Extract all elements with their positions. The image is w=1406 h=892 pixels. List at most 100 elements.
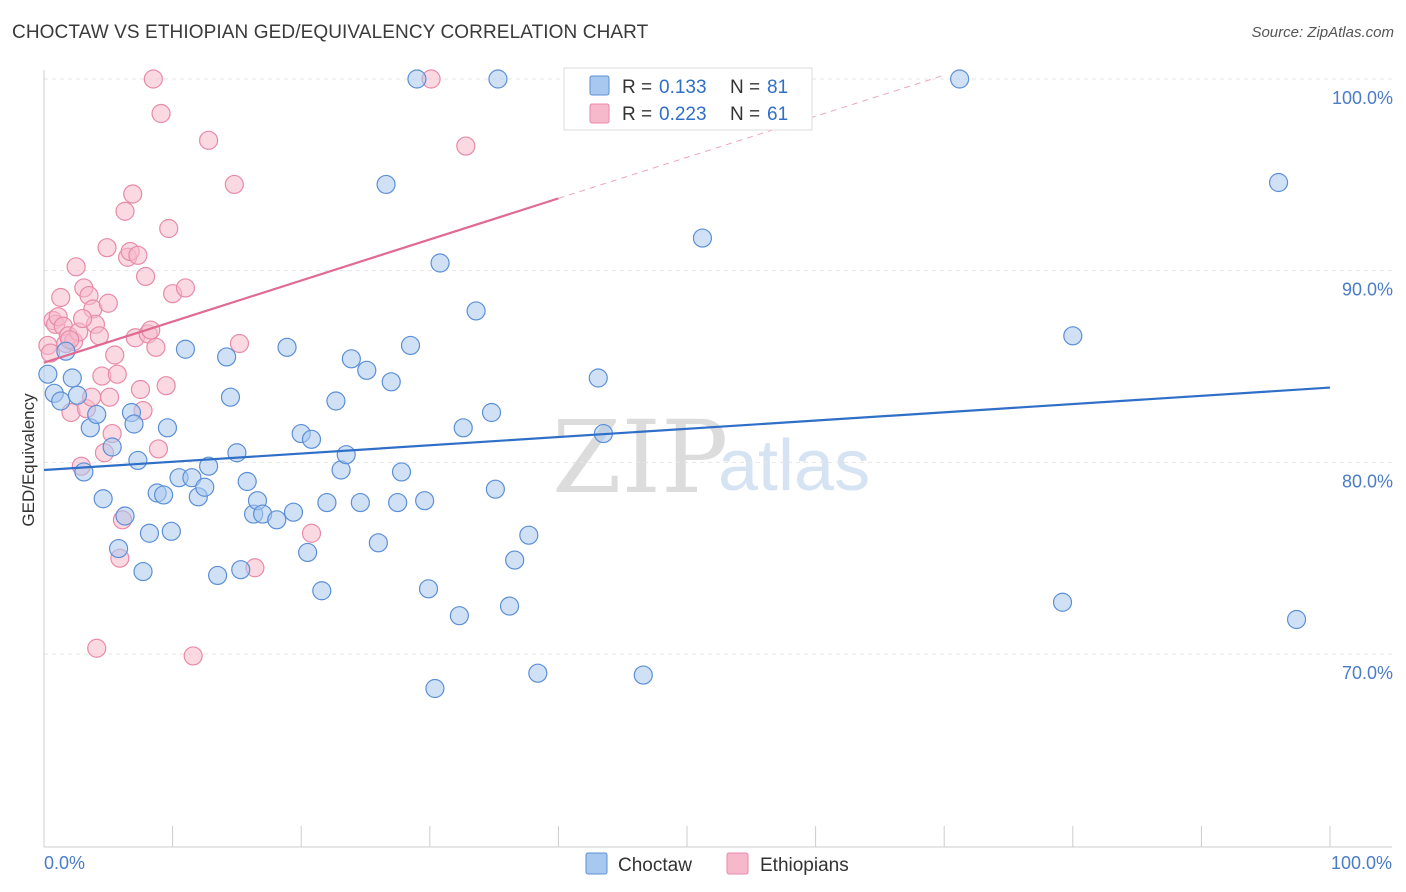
- choctaw-point-37: [277, 337, 297, 357]
- legend-choctaw-swatch: [585, 852, 608, 875]
- ethiopian-point-25: [99, 387, 120, 407]
- ethiopian-point-57: [456, 136, 476, 156]
- choctaw-point-11: [108, 538, 129, 559]
- chart-source: Source: ZipAtlas.com: [1251, 24, 1394, 41]
- ethiopian-trend-extension: [558, 74, 945, 199]
- choctaw-point-23: [182, 468, 202, 488]
- choctaw-point-63: [466, 301, 486, 321]
- choctaw-point-16: [139, 523, 160, 543]
- choctaw-point-22: [175, 339, 196, 359]
- choctaw-point-40: [298, 542, 318, 563]
- choctaw-point-79: [1286, 609, 1307, 630]
- choctaw-point-26: [199, 456, 219, 476]
- ethiopian-legend-swatch: [589, 103, 610, 124]
- choctaw-r-label: R =: [622, 77, 652, 98]
- ethiopian-r-label: R =: [622, 104, 652, 125]
- choctaw-point-5: [67, 385, 88, 405]
- choctaw-point-52: [381, 372, 401, 392]
- choctaw-point-59: [425, 678, 445, 699]
- choctaw-point-53: [388, 492, 408, 513]
- ethiopian-point-53: [229, 333, 250, 354]
- choctaw-point-73: [633, 665, 653, 685]
- choctaw-point-71: [588, 368, 608, 388]
- choctaw-point-8: [87, 404, 107, 425]
- ethiopian-point-5: [51, 287, 71, 308]
- ethiopian-point-37: [130, 379, 151, 400]
- ethiopian-r-value: 0.223: [659, 104, 707, 125]
- choctaw-point-15: [133, 561, 153, 582]
- x-tick-label-max: 100.0%: [1331, 853, 1392, 873]
- ethiopian-point-51: [199, 130, 219, 150]
- chart-title: CHOCTAW VS ETHIOPIAN GED/EQUIVALENCY COR…: [12, 22, 649, 43]
- choctaw-point-25: [195, 477, 215, 497]
- choctaw-point-66: [488, 69, 508, 89]
- choctaw-point-46: [336, 445, 356, 465]
- choctaw-point-68: [505, 550, 525, 570]
- choctaw-point-51: [376, 174, 396, 195]
- choctaw-point-32: [237, 471, 257, 492]
- choctaw-point-80: [124, 414, 144, 434]
- ethiopian-n-label: N =: [730, 104, 760, 125]
- choctaw-r-value: 0.133: [659, 77, 707, 98]
- ethiopian-point-28: [107, 364, 127, 384]
- series-legend: Choctaw Ethiopians: [585, 852, 849, 876]
- axes: [43, 70, 1392, 848]
- choctaw-point-69: [519, 525, 539, 545]
- x-ticks: [43, 826, 1331, 847]
- choctaw-point-74: [692, 228, 713, 248]
- choctaw-point-58: [418, 579, 439, 599]
- choctaw-point-9: [93, 489, 113, 509]
- choctaw-point-28: [217, 347, 237, 367]
- ethiopian-point-55: [301, 523, 322, 543]
- ethiopian-point-44: [148, 439, 169, 459]
- choctaw-point-29: [220, 387, 241, 407]
- choctaw-point-19: [157, 418, 178, 438]
- y-tick-label-70: 70.0%: [1342, 663, 1393, 683]
- choctaw-legend-swatch: [589, 75, 610, 96]
- choctaw-point-41: [301, 429, 322, 449]
- ethiopian-point-41: [141, 320, 161, 340]
- watermark-zip: ZIP: [552, 399, 728, 516]
- choctaw-point-6: [74, 462, 94, 482]
- choctaw-point-61: [449, 606, 469, 626]
- choctaw-point-36: [267, 510, 287, 530]
- choctaw-point-12: [115, 506, 135, 526]
- ethiopian-point-20: [87, 638, 107, 658]
- x-tick-label-min: 0.0%: [44, 853, 85, 873]
- ethiopian-point-45: [151, 103, 171, 124]
- ethiopian-point-43: [146, 337, 166, 357]
- choctaw-point-3: [56, 341, 76, 361]
- y-axis-label: GED/Equivalency: [19, 393, 38, 527]
- choctaw-point-50: [368, 533, 388, 553]
- ethiopian-point-52: [224, 174, 244, 195]
- choctaw-point-4: [62, 368, 82, 388]
- ethiopian-point-31: [115, 201, 135, 221]
- ethiopian-point-27: [105, 345, 125, 365]
- choctaw-point-10: [102, 437, 122, 457]
- choctaw-point-38: [283, 502, 304, 522]
- choctaw-point-65: [485, 479, 505, 499]
- choctaw-point-76: [1052, 592, 1073, 612]
- ethiopian-point-11: [66, 257, 86, 277]
- y-tick-label-100: 100.0%: [1332, 88, 1393, 108]
- y-tick-label-80: 80.0%: [1342, 471, 1393, 491]
- choctaw-point-56: [407, 69, 427, 89]
- choctaw-point-43: [317, 492, 337, 513]
- choctaw-point-47: [341, 349, 361, 369]
- choctaw-n-label: N =: [730, 77, 760, 98]
- choctaw-point-57: [415, 491, 435, 511]
- ethiopian-point-46: [156, 376, 176, 396]
- ethiopian-point-36: [128, 245, 148, 265]
- ethiopian-point-47: [159, 218, 179, 239]
- choctaw-trend-line: [43, 386, 1331, 472]
- legend-ethiopians-label: Ethiopians: [760, 855, 849, 876]
- y-tick-label-90: 90.0%: [1342, 280, 1393, 300]
- choctaw-point-67: [499, 596, 520, 616]
- choctaw-point-20: [161, 521, 181, 541]
- ethiopian-points: [38, 69, 476, 666]
- choctaw-point-18: [153, 485, 174, 505]
- trend-lines: [43, 74, 1331, 472]
- watermark-atlas: atlas: [718, 426, 870, 506]
- choctaw-point-54: [391, 462, 412, 482]
- gridlines: [44, 78, 1392, 655]
